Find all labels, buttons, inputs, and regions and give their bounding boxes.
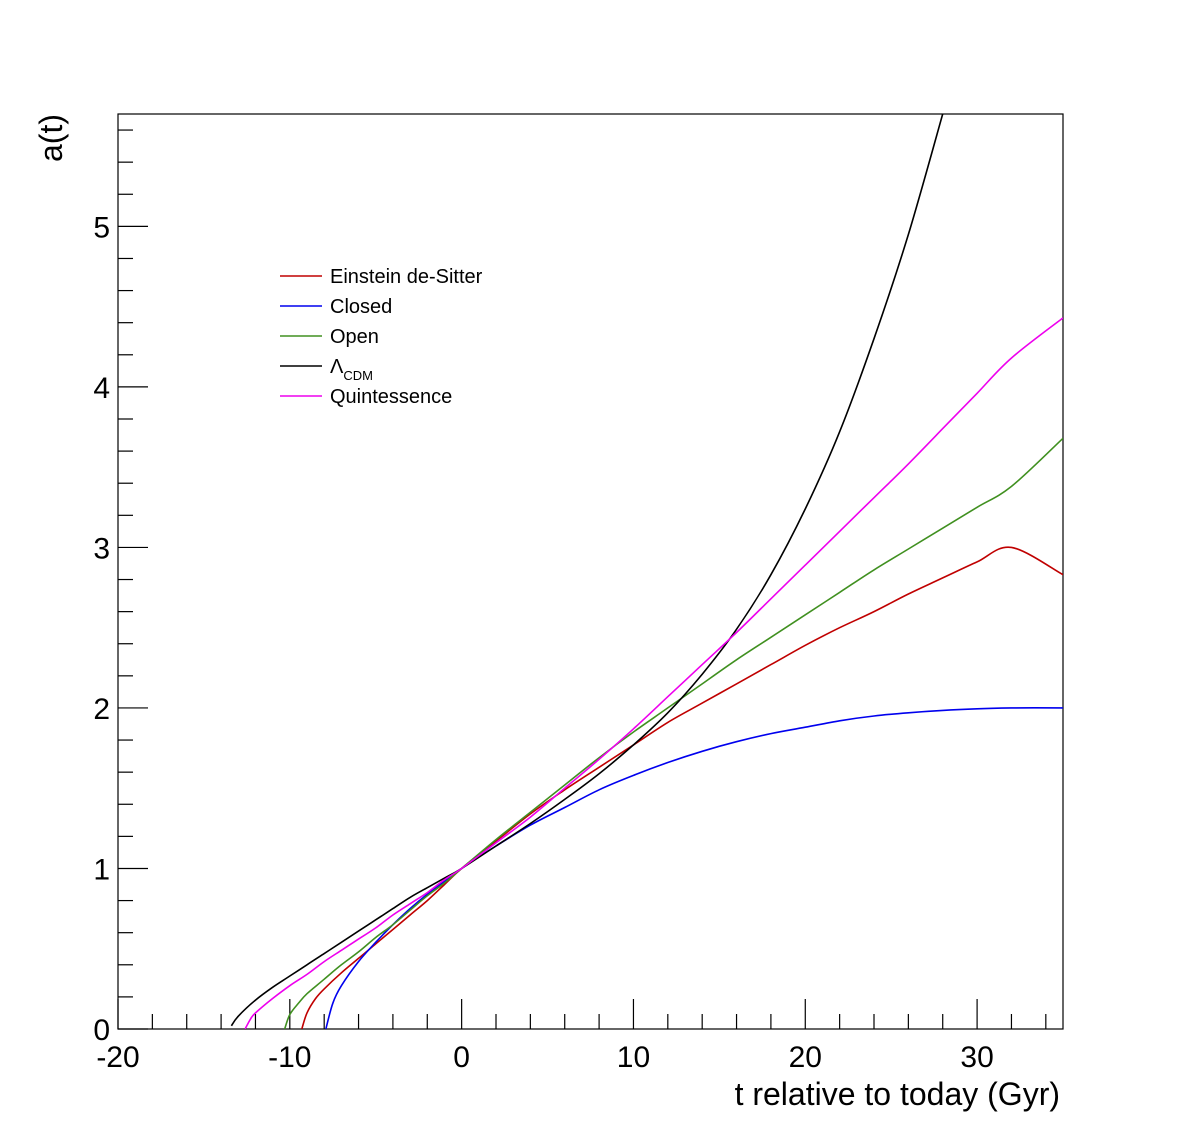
legend-label: Open xyxy=(330,326,379,348)
legend-label: Quintessence xyxy=(330,386,452,408)
legend-label: Einstein de-Sitter xyxy=(330,266,483,288)
legend-label: ΛCDM xyxy=(330,356,373,383)
y-tick-label: 4 xyxy=(93,372,110,405)
x-tick-label: 10 xyxy=(617,1041,650,1074)
axis-tick-labels: -20 -10 0 10 20 30 0 1 2 3 4 5 xyxy=(93,211,993,1074)
x-tick-label: 30 xyxy=(960,1041,993,1074)
series-line xyxy=(325,707,1063,1029)
y-tick-label: 2 xyxy=(93,693,110,726)
series-line xyxy=(301,546,1063,1029)
x-tick-label: 20 xyxy=(789,1041,822,1074)
legend: Einstein de-Sitter Closed Open ΛCDM Quintess… xyxy=(280,266,483,408)
series-line xyxy=(230,114,944,1027)
x-axis-title: t relative to today (Gyr) xyxy=(735,1076,1060,1112)
plot-frame xyxy=(117,113,1064,1030)
x-tick-label: -20 xyxy=(96,1041,139,1074)
legend-label: Closed xyxy=(330,296,392,318)
series-line xyxy=(244,317,1063,1029)
y-tick-label: 5 xyxy=(93,211,110,244)
y-tick-label: 0 xyxy=(93,1014,110,1047)
y-axis-title: a(t) xyxy=(33,114,69,162)
axis-ticks xyxy=(117,129,1047,1030)
x-tick-label: 0 xyxy=(453,1041,470,1074)
series-line xyxy=(283,437,1063,1029)
x-tick-label: -10 xyxy=(268,1041,311,1074)
y-tick-label: 3 xyxy=(93,532,110,565)
y-tick-label: 1 xyxy=(93,853,110,886)
curves xyxy=(230,114,1063,1029)
